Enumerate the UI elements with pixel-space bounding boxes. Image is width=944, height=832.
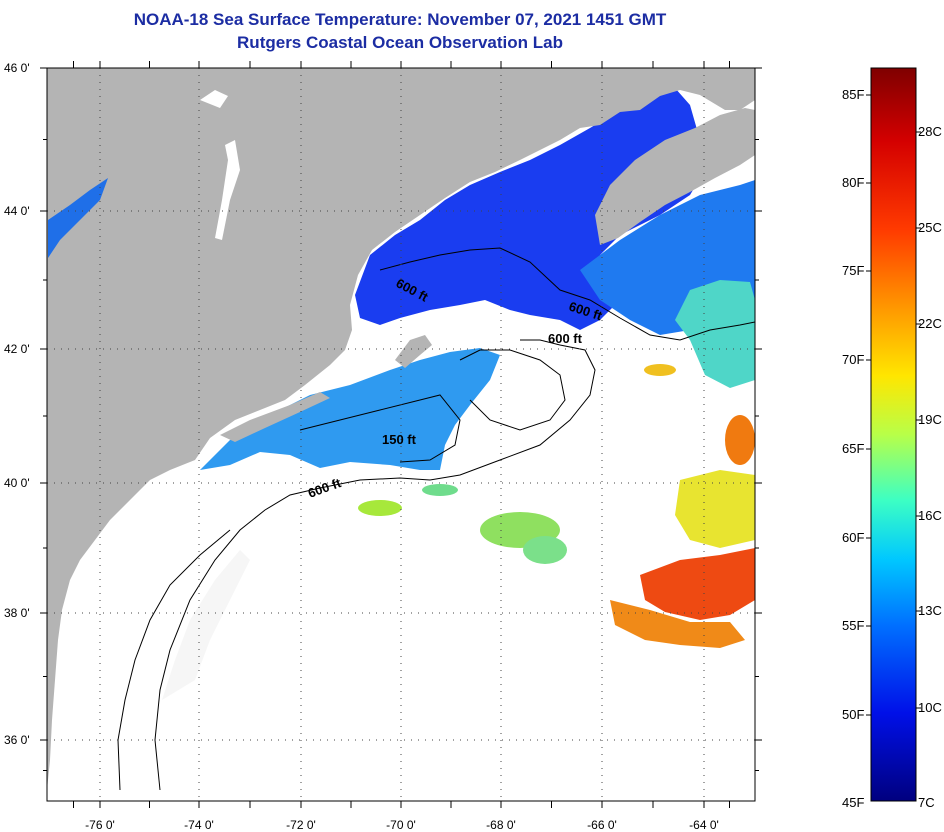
lat-label-38: 38 0' bbox=[4, 606, 30, 620]
inland-water bbox=[200, 90, 228, 108]
contour-600ft-gulf bbox=[379, 247, 755, 341]
contour-150ft bbox=[299, 394, 461, 463]
lon-label-64: -64 0' bbox=[689, 818, 719, 832]
land-cape-cod bbox=[395, 335, 432, 368]
lat-label-40: 40 0' bbox=[4, 476, 30, 490]
contour-inner-shelf bbox=[117, 529, 231, 791]
lon-label-70: -70 0' bbox=[386, 818, 416, 832]
land-long-island bbox=[220, 392, 330, 442]
colorbar-label-7c: 7C bbox=[918, 795, 935, 810]
delaware-bay bbox=[130, 505, 150, 535]
colorbar-label-28c: 28C bbox=[918, 124, 942, 139]
colorbar-label-10c: 10C bbox=[918, 700, 942, 715]
map-subtitle: Rutgers Coastal Ocean Observation Lab bbox=[237, 33, 563, 52]
land-mainland bbox=[47, 68, 755, 790]
colorbar-label-45f: 45F bbox=[842, 795, 865, 810]
lon-label-76: -76 0' bbox=[85, 818, 115, 832]
colorbar bbox=[870, 67, 917, 802]
map-title: NOAA-18 Sea Surface Temperature: Novembe… bbox=[133, 10, 667, 29]
colorbar-label-22c: 22C bbox=[918, 316, 942, 331]
colorbar-ticks bbox=[866, 94, 921, 716]
colorbar-label-85f: 85F bbox=[842, 87, 865, 102]
colorbar-label-50f: 50F bbox=[842, 707, 865, 722]
colorbar-label-70f: 70F bbox=[842, 352, 865, 367]
lat-label-44: 44 0' bbox=[4, 204, 30, 218]
sst-warm-yellow bbox=[675, 470, 755, 548]
sst-southern-new-england bbox=[200, 348, 500, 470]
contour-label-600ft-3: 600 ft bbox=[548, 331, 583, 346]
chesapeake-bay bbox=[92, 545, 128, 730]
sst-patch bbox=[725, 415, 755, 465]
colorbar-label-80f: 80F bbox=[842, 175, 865, 190]
colorbar-label-25c: 25C bbox=[918, 220, 942, 235]
inland-water bbox=[215, 140, 240, 240]
sst-patch bbox=[644, 364, 676, 376]
lat-label-46: 46 0' bbox=[4, 61, 30, 75]
sst-warm-eddy bbox=[640, 548, 755, 620]
sst-lake-ontario bbox=[48, 178, 108, 258]
sst-patch bbox=[422, 484, 458, 496]
lon-label-74: -74 0' bbox=[184, 818, 214, 832]
colorbar-label-65f: 65F bbox=[842, 441, 865, 456]
shelf-tint bbox=[162, 550, 250, 700]
colorbar-label-16c: 16C bbox=[918, 508, 942, 523]
colorbar-label-19c: 19C bbox=[918, 412, 942, 427]
lon-label-68: -68 0' bbox=[486, 818, 516, 832]
sst-warm-orange bbox=[610, 600, 745, 648]
colorbar-label-75f: 75F bbox=[842, 263, 865, 278]
lat-label-42: 42 0' bbox=[4, 342, 30, 356]
lon-label-72: -72 0' bbox=[286, 818, 316, 832]
colorbar-label-55f: 55F bbox=[842, 618, 865, 633]
contour-600ft-shelf bbox=[154, 339, 596, 791]
sst-patch bbox=[523, 536, 567, 564]
depth-contours bbox=[117, 247, 755, 791]
lat-label-36: 36 0' bbox=[4, 733, 30, 747]
contour-georges bbox=[459, 349, 566, 431]
axis-ticks bbox=[40, 61, 762, 808]
colorbar-label-60f: 60F bbox=[842, 530, 865, 545]
sst-shelf-break-cyan bbox=[675, 280, 755, 388]
sst-gulf-of-maine bbox=[355, 88, 705, 330]
colorbar-label-13c: 13C bbox=[918, 603, 942, 618]
lon-label-66: -66 0' bbox=[587, 818, 617, 832]
sst-patch bbox=[358, 500, 402, 516]
contour-label-150ft: 150 ft bbox=[382, 432, 417, 447]
